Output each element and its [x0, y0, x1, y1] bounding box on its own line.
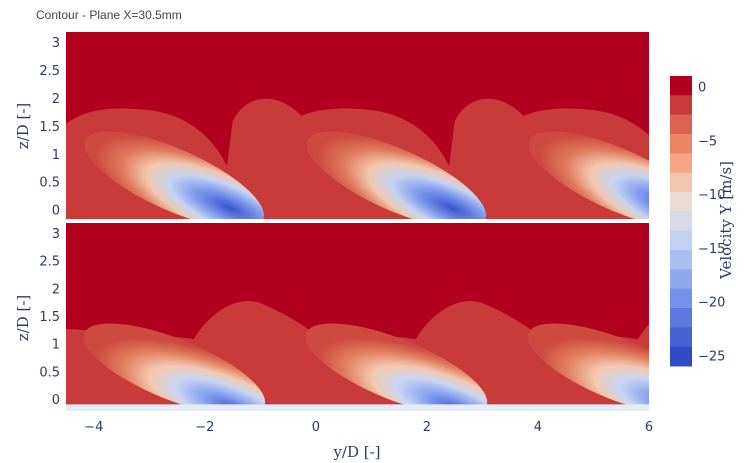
colorbar-tick-label: 0 — [698, 81, 706, 96]
jet-core — [527, 323, 649, 411]
colorbar-level — [670, 172, 692, 193]
colorbar-tick-label: −10 — [698, 188, 725, 203]
bottom-contour-panel — [66, 223, 649, 411]
y-tick-label: 2 — [52, 282, 60, 297]
jet-core — [528, 131, 649, 219]
y-tick-label: 1.5 — [39, 120, 60, 135]
colorbar-tick-label: −25 — [698, 349, 725, 364]
y-tick-label: 1 — [52, 338, 60, 353]
colorbar-level — [670, 114, 692, 135]
colorbar-tick-label: −15 — [698, 242, 725, 257]
y-tick-label: 2.5 — [39, 255, 60, 270]
y-tick-label: 3 — [52, 227, 60, 242]
top-panel-axes: 0 0.5 1 1.5 2 2.5 3 — [39, 36, 60, 218]
y-tick-label: 3 — [52, 36, 60, 51]
x-axis-label: y/D [-] — [332, 443, 380, 461]
colorbar-tick-label: −5 — [698, 134, 717, 149]
colorbar-level — [670, 250, 692, 270]
y-tick-label: 0 — [52, 204, 60, 219]
jet-core — [83, 323, 266, 411]
empty-band — [66, 404, 649, 411]
colorbar-level — [670, 230, 692, 251]
colorbar-level — [670, 308, 692, 328]
bottom-panel-axes: 0 0.5 1 1.5 2 2.5 3 −4 −2 0 2 4 6 — [39, 227, 653, 435]
y-tick-label: 1 — [52, 148, 60, 163]
colorbar: 0 −5 −10 −15 −20 −25 — [670, 76, 725, 367]
bottom-ylabel: z/D [-] — [14, 295, 32, 342]
jet-core — [306, 131, 487, 219]
colorbar-level — [670, 327, 692, 348]
y-tick-label: 2.5 — [39, 64, 60, 79]
x-tick-label: 6 — [645, 420, 653, 435]
colorbar-level — [670, 76, 692, 96]
chart-title: Contour - Plane X=30.5mm — [36, 8, 182, 22]
x-tick-label: 2 — [423, 420, 431, 435]
jet-core — [305, 323, 488, 411]
colorbar-title: Velocity Y [m/s] — [717, 161, 735, 280]
y-tick-label: 2 — [52, 92, 60, 107]
y-tick-label: 0.5 — [39, 365, 60, 380]
colorbar-level — [670, 134, 692, 154]
colorbar-tick-label: −20 — [698, 296, 725, 311]
top-ylabel: z/D [-] — [14, 103, 32, 150]
jet-core — [84, 131, 264, 219]
y-tick-label: 0 — [52, 393, 60, 408]
x-tick-label: 0 — [312, 420, 320, 435]
colorbar-level — [670, 211, 692, 232]
y-tick-label: 1.5 — [39, 310, 60, 325]
colorbar-level — [670, 269, 692, 290]
x-tick-label: −2 — [195, 420, 214, 435]
x-tick-label: −4 — [84, 420, 103, 435]
colorbar-level — [670, 95, 692, 116]
x-tick-label: 4 — [534, 420, 542, 435]
colorbar-level — [670, 288, 692, 309]
top-contour-panel — [66, 32, 649, 219]
colorbar-level — [670, 153, 692, 174]
y-tick-label: 0.5 — [39, 176, 60, 191]
colorbar-level — [670, 346, 692, 367]
colorbar-level — [670, 192, 692, 212]
